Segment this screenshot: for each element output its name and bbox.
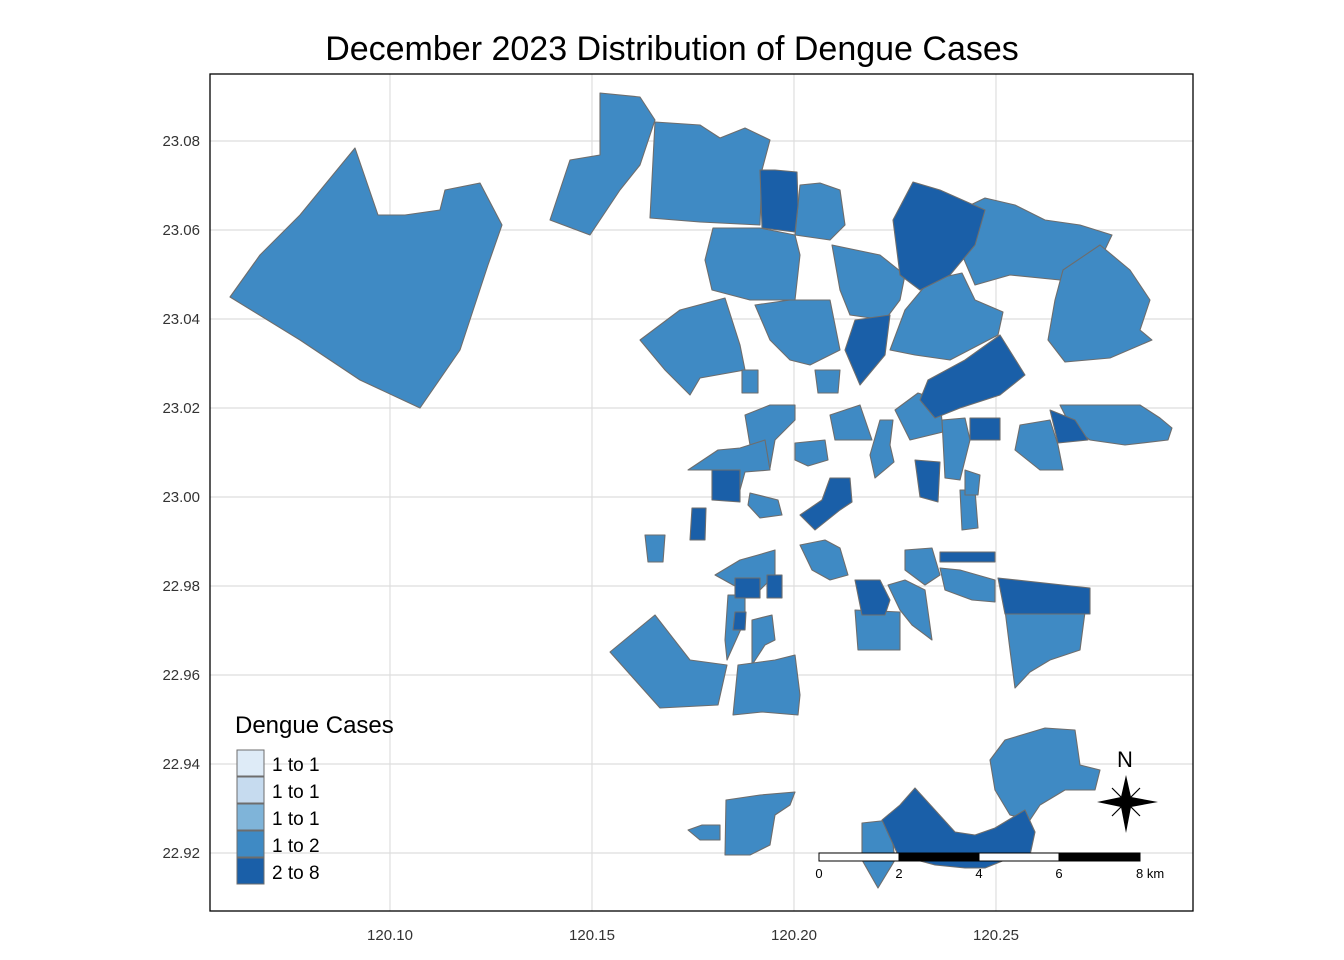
- map-region: [649, 121, 771, 226]
- map-region: [1047, 244, 1153, 363]
- scale-bar-label: 0: [815, 866, 822, 881]
- y-tick-label: 23.08: [162, 133, 200, 150]
- scale-bar-segment: [978, 852, 1060, 862]
- map-region: [814, 369, 841, 394]
- map-region: [869, 419, 895, 479]
- x-tick-label: 120.25: [973, 927, 1019, 944]
- x-tick-label: 120.10: [367, 927, 413, 944]
- map-region: [229, 147, 503, 409]
- map-region: [914, 459, 941, 503]
- map-region: [734, 577, 761, 599]
- legend: Dengue Cases 1 to 1 1 to 1 1 to 1 1 to 2…: [235, 712, 394, 885]
- legend-swatch: [236, 830, 265, 858]
- map-region: [844, 314, 891, 386]
- map-region: [639, 297, 746, 396]
- legend-swatch: [236, 749, 265, 777]
- map-region: [854, 609, 901, 651]
- map-region: [754, 299, 841, 366]
- map-region: [794, 182, 846, 241]
- map-region: [759, 169, 799, 233]
- map-region: [751, 614, 776, 666]
- y-tick-label: 22.94: [162, 756, 200, 773]
- scale-bar-label: 4: [975, 866, 982, 881]
- map-region: [959, 489, 979, 531]
- map-region: [904, 547, 941, 586]
- legend-swatch: [236, 803, 265, 831]
- map-region: [732, 611, 747, 631]
- map-region: [831, 244, 906, 321]
- map-region: [794, 439, 829, 467]
- x-tick-label: 120.20: [771, 927, 817, 944]
- map-region: [1004, 609, 1086, 689]
- legend-label: 1 to 1: [272, 755, 320, 776]
- scale-bar-segment: [1058, 852, 1141, 862]
- scale-bar-label: 6: [1055, 866, 1062, 881]
- map-region: [644, 534, 666, 563]
- y-tick-label: 22.98: [162, 578, 200, 595]
- north-label: N: [1117, 747, 1133, 772]
- map-region: [941, 417, 971, 481]
- map-region: [892, 181, 986, 291]
- map-region: [997, 577, 1091, 615]
- legend-label: 1 to 2: [272, 836, 320, 857]
- map-region: [766, 574, 783, 599]
- map-region: [939, 567, 996, 603]
- x-tick-label: 120.15: [569, 927, 615, 944]
- y-tick-label: 22.92: [162, 845, 200, 862]
- scale-bar-label: 2: [895, 866, 902, 881]
- map-panel-border: [209, 73, 1194, 912]
- map-region: [711, 469, 741, 503]
- legend-label: 1 to 1: [272, 782, 320, 803]
- y-tick-label: 22.96: [162, 667, 200, 684]
- y-tick-label: 23.02: [162, 400, 200, 417]
- y-tick-label: 23.06: [162, 222, 200, 239]
- map-region: [741, 369, 759, 394]
- map-region: [919, 334, 1026, 419]
- legend-label: 1 to 1: [272, 809, 320, 830]
- map-region: [969, 417, 1001, 441]
- map-region: [724, 791, 796, 856]
- map-region: [687, 824, 721, 841]
- map-region: [887, 579, 933, 641]
- scale-bar-label: 8 km: [1136, 866, 1164, 881]
- map-region: [704, 227, 801, 301]
- x-axis: 120.10 120.15 120.20 120.25: [367, 927, 1019, 944]
- map-region: [549, 92, 656, 236]
- regions-mid: [229, 92, 1173, 889]
- scale-bar-segment: [818, 852, 900, 862]
- scale-bar-segment: [898, 852, 980, 862]
- regions-high: [689, 169, 1091, 869]
- legend-label: 2 to 8: [272, 863, 320, 884]
- legend-swatch: [236, 776, 265, 804]
- map-region: [881, 787, 1036, 869]
- y-tick-label: 23.04: [162, 311, 200, 328]
- map-region: [799, 539, 849, 581]
- map-region: [689, 507, 707, 541]
- north-arrow-icon: N: [1097, 747, 1158, 833]
- map-region: [964, 469, 981, 496]
- map-region: [829, 404, 873, 441]
- map-region: [1014, 419, 1064, 471]
- scale-bar: 0 2 4 6 8 km: [815, 852, 1164, 881]
- legend-swatch: [236, 857, 265, 885]
- map-region: [939, 551, 996, 563]
- y-tick-label: 23.00: [162, 489, 200, 506]
- map-region: [989, 727, 1101, 821]
- map-region: [1049, 409, 1089, 444]
- map-region: [799, 477, 853, 531]
- map-title: December 2023 Distribution of Dengue Cas…: [325, 30, 1019, 68]
- y-axis: 23.08 23.06 23.04 23.02 23.00 22.98 22.9…: [162, 133, 200, 862]
- map-region: [747, 492, 783, 519]
- map-region: [609, 614, 728, 709]
- legend-title: Dengue Cases: [235, 712, 394, 739]
- map-region: [732, 654, 801, 716]
- map-region: [854, 579, 891, 616]
